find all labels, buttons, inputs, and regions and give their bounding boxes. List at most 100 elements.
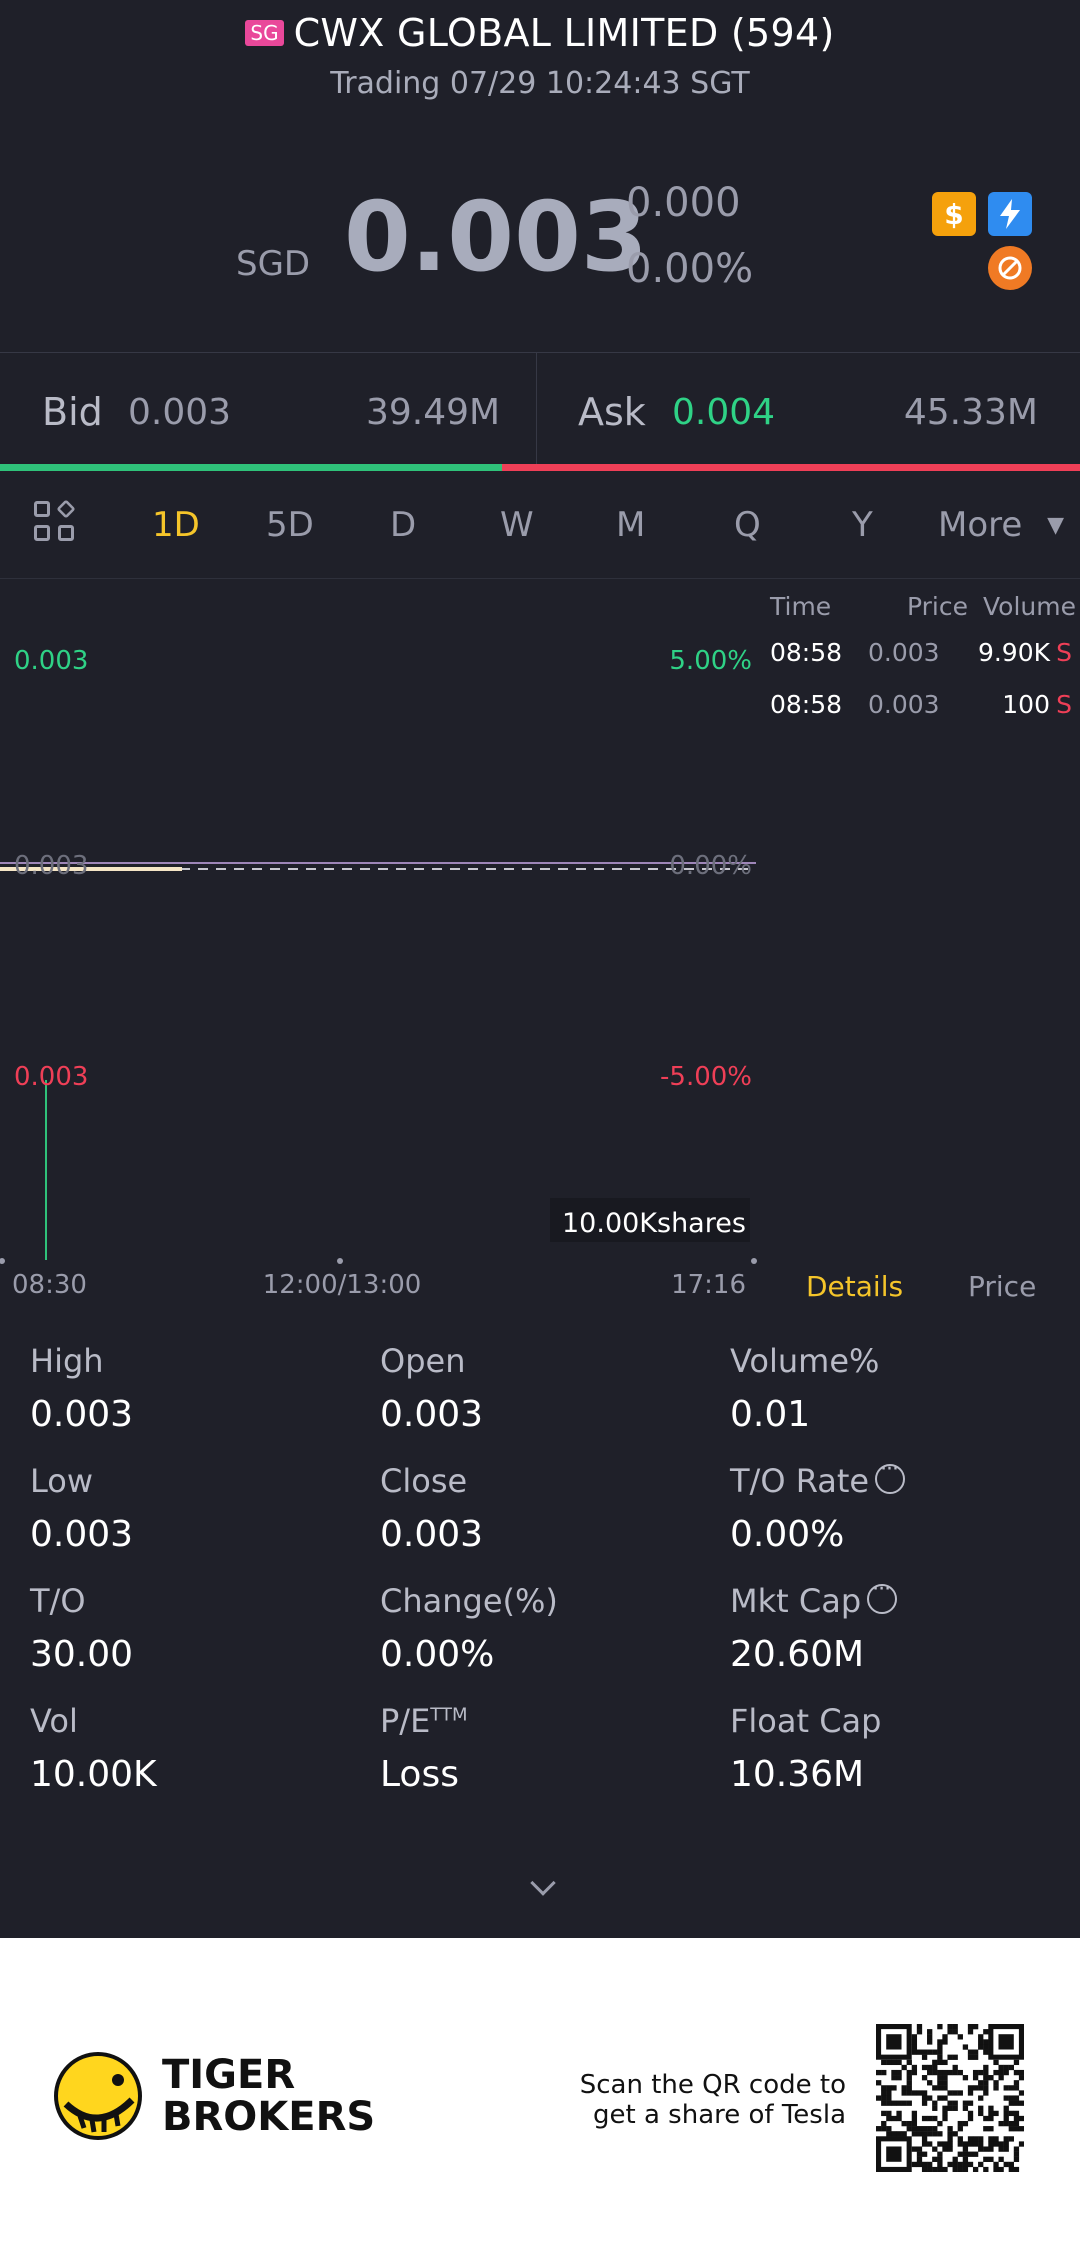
trade-row: 08:58 0.003 9.90K S [770, 638, 1076, 672]
promo-line-1: Scan the QR code to [579, 2070, 846, 2100]
brand-name: TIGER BROKERS [162, 2054, 375, 2138]
chevron-down-icon[interactable] [530, 1870, 556, 1896]
trades-col-volume: Volume [983, 592, 1076, 621]
tab-more[interactable]: More ▼ [938, 505, 1064, 545]
tab-d[interactable]: D [390, 505, 417, 545]
stat-label-pe: P/ETTM [380, 1702, 468, 1740]
stat-label-to-rate: T/O Rate [730, 1457, 906, 1500]
tab-y[interactable]: Y [852, 505, 873, 545]
stat-value-pe: Loss [380, 1754, 459, 1795]
stat-value-high: 0.003 [30, 1394, 134, 1435]
flash-icon[interactable] [988, 192, 1032, 236]
caret-down-icon: ▼ [1047, 513, 1065, 538]
stat-label-float-cap: Float Cap [730, 1702, 882, 1740]
stat-value-to-rate: 0.00% [730, 1514, 845, 1555]
y-left-tick-mid: 0.003 [14, 851, 88, 881]
brand-line-2: BROKERS [162, 2094, 376, 2140]
volume-label-bg [550, 1198, 750, 1242]
trades-col-price: Price [907, 592, 968, 621]
y-left-tick-bottom: 0.003 [14, 1062, 88, 1092]
trade-time: 08:58 [770, 690, 843, 719]
price-change-percent: 0.00% [626, 246, 754, 292]
stat-label-pe-sup: TTM [430, 1704, 468, 1726]
layout-grid-icon[interactable] [34, 499, 78, 545]
ask-ratio-bar [502, 464, 1080, 471]
stat-value-close: 0.003 [380, 1514, 484, 1555]
stat-value-vol: 10.00K [30, 1754, 157, 1795]
x-tick-end: 17:16 [671, 1270, 746, 1300]
brand-line-1: TIGER [162, 2052, 296, 2098]
trade-row: 08:58 0.003 100 S [770, 690, 1076, 724]
stat-label-open: Open [380, 1342, 466, 1380]
tab-details[interactable]: Details [806, 1270, 904, 1303]
stat-label-to-rate-text: T/O Rate [730, 1462, 870, 1500]
price-change: 0.000 [626, 180, 741, 226]
axis-dot [337, 1258, 343, 1264]
stat-label-mkt-cap: Mkt Cap [730, 1577, 898, 1620]
y-right-tick-bottom: -5.00% [660, 1062, 752, 1092]
intraday-chart[interactable]: 0.003 0.003 0.003 5.00% 0.00% -5.00% 10.… [0, 580, 760, 1300]
info-icon[interactable] [875, 1457, 906, 1494]
y-right-tick-mid: 0.00% [669, 851, 752, 881]
stat-label-volume-pct: Volume% [730, 1342, 880, 1380]
currency-label: SGD [236, 244, 311, 284]
stat-value-float-cap: 10.36M [730, 1754, 865, 1795]
axis-dot [751, 1258, 757, 1264]
trade-side: S [1056, 638, 1072, 667]
trades-col-time: Time [770, 592, 832, 621]
tab-1d[interactable]: 1D [152, 505, 200, 545]
stat-label-pe-text: P/E [380, 1702, 431, 1740]
trade-time: 08:58 [770, 638, 843, 667]
tab-m[interactable]: M [616, 505, 646, 545]
stat-value-change-pct: 0.00% [380, 1634, 495, 1675]
last-price: 0.003 [344, 181, 648, 293]
y-right-tick-top: 5.00% [669, 646, 752, 676]
tab-5d[interactable]: 5D [266, 505, 314, 545]
trade-price: 0.003 [868, 690, 940, 719]
ask-size: 45.33M [903, 392, 1038, 433]
tab-w[interactable]: W [500, 505, 534, 545]
stat-value-low: 0.003 [30, 1514, 134, 1555]
stat-value-open: 0.003 [380, 1394, 484, 1435]
dollar-icon[interactable]: $ [932, 192, 976, 236]
promo-text: Scan the QR code to get a share of Tesla [560, 2070, 846, 2130]
tab-more-label: More [938, 505, 1023, 545]
y-left-tick-top: 0.003 [14, 646, 88, 676]
tab-price[interactable]: Price [968, 1270, 1037, 1303]
stat-label-high: High [30, 1342, 104, 1380]
stat-label-change-pct: Change(%) [380, 1582, 558, 1620]
trade-side: S [1056, 690, 1072, 719]
qr-code-icon [876, 2024, 1024, 2172]
period-tabs: 1D 5D D W M Q Y More ▼ [0, 471, 1080, 579]
info-icon[interactable] [867, 1577, 898, 1614]
ask-price: 0.004 [672, 392, 776, 433]
trading-status: Trading 07/29 10:24:43 SGT [330, 66, 750, 101]
stat-label-mkt-cap-text: Mkt Cap [730, 1582, 862, 1620]
axis-dot [0, 1258, 5, 1264]
margin-icon[interactable] [988, 246, 1032, 290]
trade-price: 0.003 [868, 638, 940, 667]
bid-ratio-bar [0, 464, 502, 471]
title-row: SG CWX GLOBAL LIMITED (594) [0, 8, 1080, 58]
trade-volume: 100 [1002, 690, 1050, 719]
stat-value-mkt-cap: 20.60M [730, 1634, 865, 1675]
promo-line-2: get a share of Tesla [593, 2100, 846, 2130]
market-badge: SG [245, 20, 284, 46]
tiger-logo-icon [54, 2052, 142, 2140]
stat-value-volume-pct: 0.01 [730, 1394, 811, 1435]
bid-label: Bid [42, 390, 103, 434]
ask-label: Ask [578, 390, 646, 434]
bid-size: 39.49M [366, 392, 501, 433]
x-tick-mid: 12:00/13:00 [263, 1270, 422, 1300]
bid-price: 0.003 [128, 392, 232, 433]
x-tick-start: 08:30 [12, 1270, 87, 1300]
stat-value-to: 30.00 [30, 1634, 134, 1675]
divider [536, 352, 537, 464]
promo-footer [0, 1938, 1080, 2254]
stat-label-low: Low [30, 1462, 94, 1500]
tab-q[interactable]: Q [734, 505, 761, 545]
stat-label-vol: Vol [30, 1702, 78, 1740]
stock-title: CWX GLOBAL LIMITED (594) [293, 11, 835, 55]
divider [0, 352, 1080, 353]
volume-label: 10.00Kshares [562, 1208, 746, 1239]
